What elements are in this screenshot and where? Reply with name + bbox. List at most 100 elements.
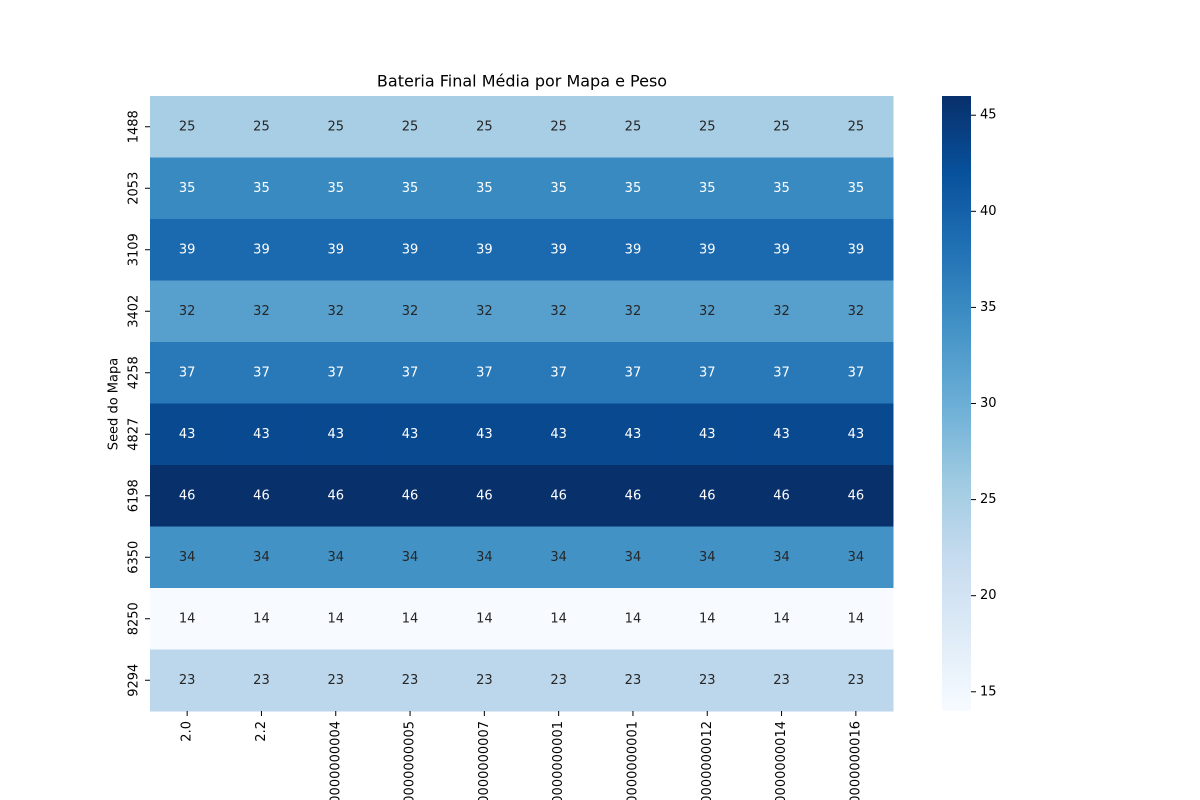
heatmap-cell (521, 465, 597, 527)
heatmap-cell (521, 649, 597, 712)
heatmap-cell (595, 403, 671, 466)
cell-label: 35 (699, 181, 716, 196)
cell-label: 23 (699, 673, 716, 688)
x-tick-label: 2.0 (180, 721, 195, 742)
heatmap-cell (744, 280, 820, 343)
cell-label: 39 (773, 242, 790, 257)
cell-label: 39 (327, 242, 344, 257)
heatmap-cell (372, 403, 448, 466)
chart-title: Bateria Final Média por Mapa e Peso (377, 72, 667, 91)
heatmap-cell (744, 219, 820, 281)
cell-label: 37 (253, 365, 270, 380)
cell-label: 35 (179, 181, 196, 196)
colorbar-tick-label: 35 (980, 300, 997, 315)
cell-label: 46 (773, 488, 790, 503)
cell-label: 32 (253, 304, 270, 319)
heatmap-cell (150, 280, 225, 343)
colorbar-tick-label: 40 (980, 204, 997, 219)
cell-label: 43 (625, 427, 642, 442)
heatmap-cell (595, 219, 671, 281)
heatmap-cell (818, 465, 894, 527)
heatmap-cell (372, 526, 448, 589)
cell-label: 37 (402, 365, 419, 380)
y-tick-label: 9294 (127, 664, 142, 697)
x-tick-label: 2.6000000000000005 (403, 721, 418, 800)
cell-label: 23 (327, 673, 344, 688)
heatmap-cell (298, 465, 374, 527)
cell-label: 34 (402, 550, 419, 565)
heatmap-cell (298, 403, 374, 466)
y-tick-label: 4258 (127, 356, 142, 389)
cell-label: 46 (253, 488, 270, 503)
heatmap-cell (818, 280, 894, 343)
cell-label: 37 (625, 365, 642, 380)
cell-label: 43 (253, 427, 270, 442)
heatmap-cell (372, 157, 448, 220)
cell-label: 35 (848, 181, 865, 196)
colorbar-tick-label: 20 (980, 588, 997, 603)
cell-label: 25 (848, 119, 865, 134)
heatmap-cell (298, 280, 374, 343)
heatmap-cell (372, 649, 448, 712)
heatmap-cell (224, 403, 300, 466)
cell-label: 35 (773, 181, 790, 196)
heatmap-cell (447, 280, 522, 343)
cell-label: 23 (848, 673, 865, 688)
heatmap-cell (744, 403, 820, 466)
heatmap-cell (818, 588, 894, 650)
heatmap-cell (670, 403, 745, 466)
heatmap-cell (224, 526, 300, 589)
cell-label: 23 (550, 673, 567, 688)
cell-label: 34 (625, 550, 642, 565)
heatmap-cell (521, 526, 597, 589)
cell-label: 37 (773, 365, 790, 380)
heatmap-cell (224, 465, 300, 527)
heatmap-cell (595, 96, 671, 158)
cell-label: 37 (327, 365, 344, 380)
cell-label: 34 (550, 550, 567, 565)
heatmap-cell (298, 219, 374, 281)
heatmap-cell (447, 649, 522, 712)
heatmap-cell (595, 157, 671, 220)
heatmap-cell (670, 526, 745, 589)
heatmap-cell (298, 649, 374, 712)
heatmap-cell (521, 219, 597, 281)
heatmap-cell (372, 342, 448, 404)
heatmap-cell (670, 465, 745, 527)
cell-label: 14 (253, 611, 270, 626)
cell-label: 39 (699, 242, 716, 257)
x-tick-label: 2.8000000000000007 (477, 721, 492, 800)
cell-label: 43 (848, 427, 865, 442)
heatmap-cell (298, 342, 374, 404)
cell-label: 39 (848, 242, 865, 257)
cell-label: 14 (848, 611, 865, 626)
cell-label: 32 (699, 304, 716, 319)
heatmap-cell (595, 280, 671, 343)
x-tick-label: 3.6000000000000014 (774, 721, 789, 800)
heatmap-cell (818, 96, 894, 158)
cell-label: 39 (550, 242, 567, 257)
cell-label: 23 (625, 673, 642, 688)
cell-label: 32 (476, 304, 493, 319)
cell-label: 32 (625, 304, 642, 319)
heatmap-cell (744, 465, 820, 527)
cell-label: 35 (476, 181, 493, 196)
cell-label: 34 (699, 550, 716, 565)
cell-label: 25 (179, 119, 196, 134)
cell-label: 14 (625, 611, 642, 626)
cell-label: 25 (625, 119, 642, 134)
heatmap-cell (150, 157, 225, 220)
cell-label: 39 (253, 242, 270, 257)
heatmap-cell (521, 588, 597, 650)
heatmap-cell (224, 157, 300, 220)
cell-label: 37 (699, 365, 716, 380)
heatmap-cell (298, 526, 374, 589)
heatmap-cell (818, 403, 894, 466)
x-tick-label: 3.200000000000001 (625, 721, 640, 800)
heatmap-cell (595, 588, 671, 650)
heatmap-cell (744, 588, 820, 650)
cell-label: 35 (253, 181, 270, 196)
heatmap-cell (372, 465, 448, 527)
y-tick-label: 2053 (127, 172, 142, 205)
x-tick-label: 3.4000000000000012 (700, 721, 715, 800)
